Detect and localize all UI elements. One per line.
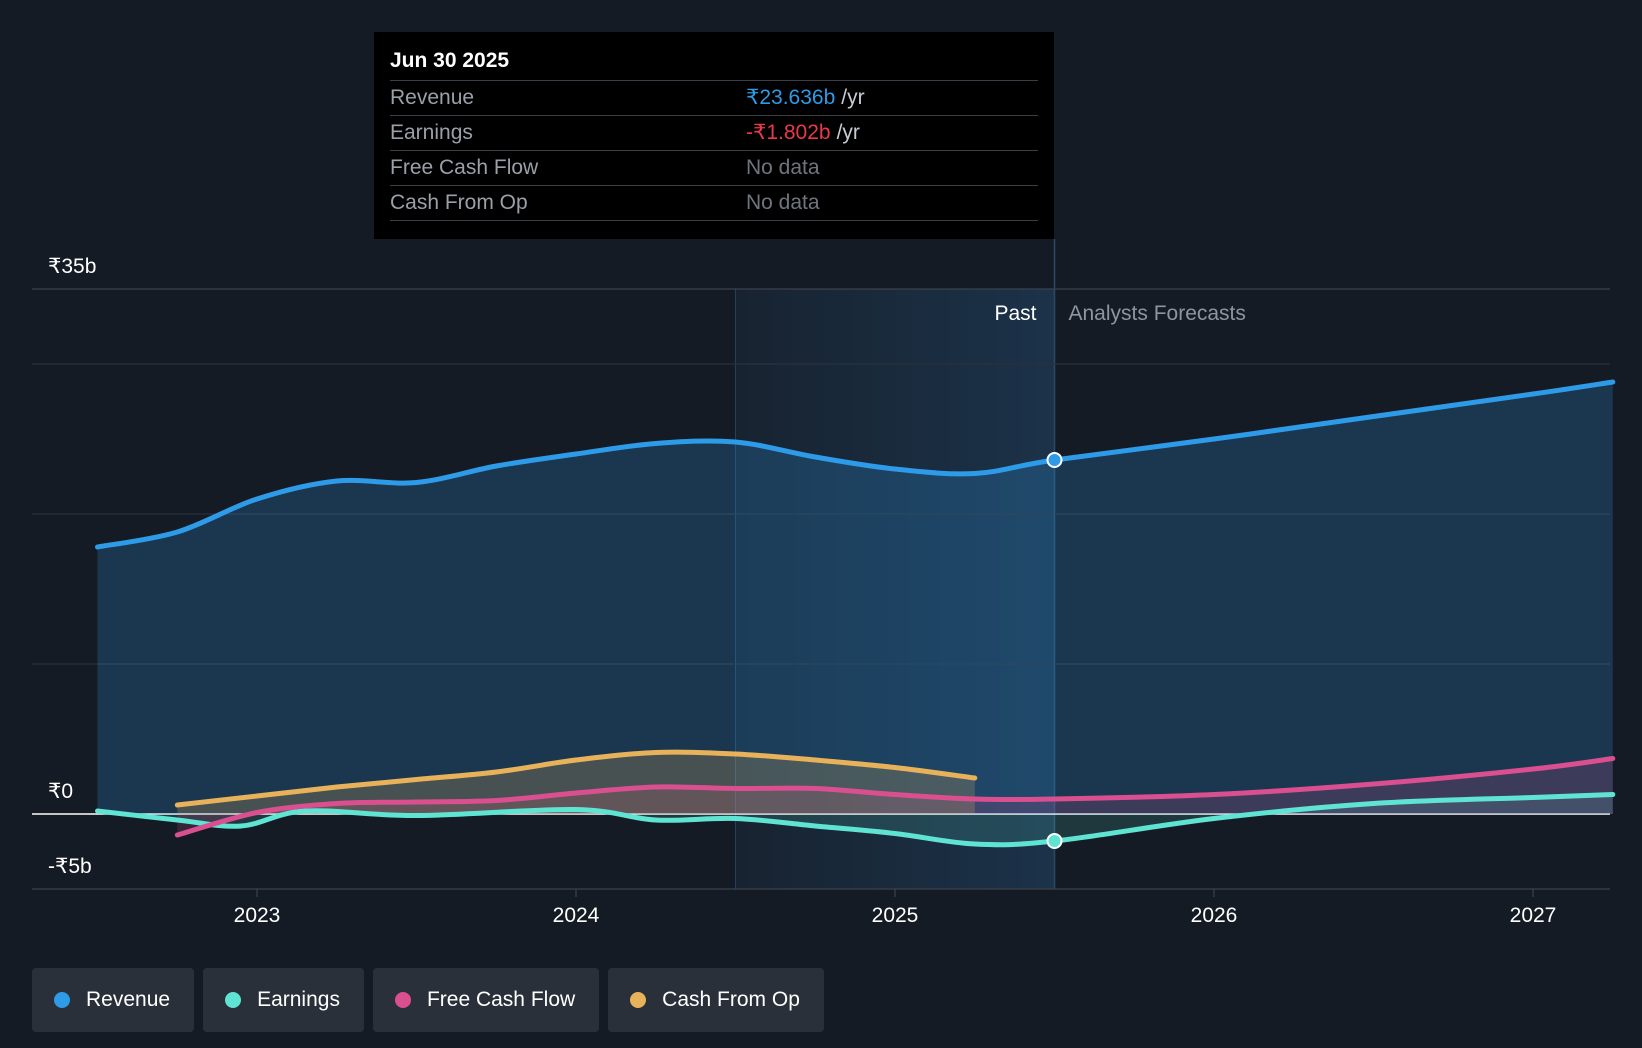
tooltip-row-label: Free Cash Flow [390,156,539,179]
y-tick-label: ₹35b [48,255,96,278]
x-tick-label: 2027 [1510,904,1557,927]
legend-item-earnings[interactable]: Earnings [203,968,364,1032]
legend-label: Cash From Op [662,988,800,1011]
tooltip-row-unit: /yr [841,86,865,109]
legend-dot-icon [394,992,411,1008]
legend-dot-icon [225,992,242,1008]
cash-from-op-area [177,752,975,814]
tooltip-row-label: Revenue [390,86,475,109]
tooltip-row: Earnings -₹1.802b/yr [390,116,1038,151]
x-tick-label: 2025 [872,904,919,927]
revenue-area [97,382,1613,814]
tooltip-row-value: ₹23.636b [746,86,836,109]
tooltip-row-unit: /yr [836,121,860,144]
tooltip-row-value: -₹1.802b [746,121,831,144]
tooltip-row: Free Cash Flow No data [390,151,1038,186]
legend-item-revenue[interactable]: Revenue [32,968,195,1032]
tooltip-row-value: No data [746,156,820,179]
legend-dot-icon [630,992,647,1008]
revenue-marker [1046,452,1063,468]
legend-label: Earnings [257,988,340,1011]
tooltip-row-label: Earnings [390,121,473,144]
y-tick-label: ₹0 [48,780,73,803]
x-tick-label: 2023 [234,904,281,927]
tooltip: Jun 30 2025 Revenue ₹23.636b/yr Earnings -₹… [374,32,1054,239]
earnings-line [95,792,1616,848]
x-tick-label: 2024 [553,904,600,927]
tooltip-row-value: No data [746,191,820,214]
legend-label: Free Cash Flow [426,988,576,1011]
past-label: Past [994,302,1036,325]
free-cash-flow-line [174,756,1616,838]
tooltip-row: Cash From Op No data [390,186,1038,221]
tooltip-row-label: Cash From Op [390,191,528,214]
y-tick-label: -₹5b [48,855,92,878]
legend-label: Revenue [86,988,171,1011]
tooltip-date: Jun 30 2025 [390,46,1038,81]
forecast-label: Analysts Forecasts [1069,302,1246,325]
legend-item-free-cash-flow[interactable]: Free Cash Flow [372,968,600,1032]
earnings-area [97,794,1613,845]
legend-item-cash-from-op[interactable]: Cash From Op [608,968,824,1032]
earnings-marker [1046,833,1063,849]
cash-from-op-line [174,749,978,808]
legend: Revenue Earnings Free Cash Flow Cash From O… [32,968,824,1032]
tooltip-row: Revenue ₹23.636b/yr [390,81,1038,116]
x-tick-label: 2026 [1191,904,1238,927]
revenue-line [95,379,1616,550]
legend-dot-icon [54,992,70,1008]
